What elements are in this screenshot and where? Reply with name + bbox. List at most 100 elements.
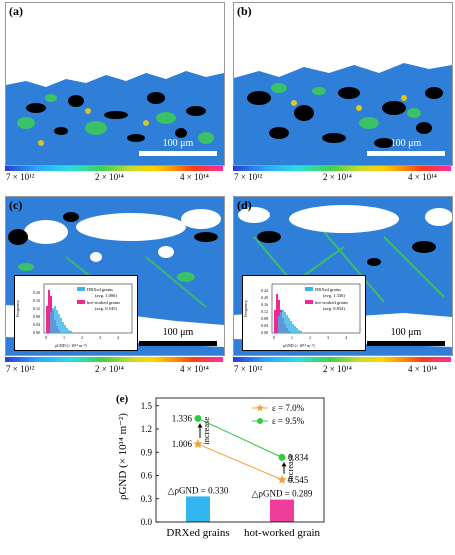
series-1-label-0: 1.336 bbox=[172, 413, 193, 423]
gnd-map-a bbox=[6, 71, 224, 165]
inset-d-bars-drxed bbox=[278, 310, 302, 333]
chart-e-svg: (e) ρGND (× 10¹⁴ m⁻²) 0.0 0.3 0.6 0.9 1.2 1.5… bbox=[116, 393, 325, 539]
scale-text-b: 100 μm bbox=[390, 138, 422, 149]
inset-c-ytick-5: 0.20 bbox=[33, 290, 40, 295]
histogram-inset-d: Frequency 0.00 0.04 0.08 0.12 0.16 0.20 … bbox=[242, 275, 366, 351]
inset-c-ytick-0: 0.00 bbox=[33, 330, 40, 335]
inset-d-ytick-2: 0.08 bbox=[261, 316, 268, 321]
colorbar-bottom-right-max: 4 × 10¹⁴ bbox=[408, 364, 437, 374]
ebsd-map-d: (d) 100 μm Frequency 0.00 0.04 0.08 0.12… bbox=[233, 196, 453, 356]
colorbar-top-right bbox=[233, 166, 451, 171]
inset-c-ytick-4: 0.16 bbox=[33, 298, 40, 303]
scale-text-c: 100 μm bbox=[162, 327, 194, 338]
y-tick-label-0: 0.0 bbox=[141, 517, 153, 527]
bar-label-0: △ρGND = 0.330 bbox=[168, 485, 229, 495]
colorbar-top-left bbox=[5, 166, 223, 171]
series-0-point-1 bbox=[277, 474, 287, 484]
series-1-label-1: 0.834 bbox=[288, 452, 309, 462]
histogram-inset-c: Frequency 0.00 0.04 0.08 0.12 0.16 0.20 … bbox=[14, 275, 138, 351]
inset-d-legend-name-1: hot-worked grains bbox=[315, 300, 348, 305]
series-1-point-1 bbox=[278, 453, 286, 461]
gnd-map-b bbox=[234, 63, 452, 165]
panel-label-e: (e) bbox=[116, 393, 129, 405]
ebsd-map-a: (a) 100 μm bbox=[5, 2, 225, 166]
inset-c-ytick-2: 0.08 bbox=[33, 314, 40, 319]
panel-label-d: (d) bbox=[237, 198, 252, 212]
y-tick-label-1: 0.3 bbox=[141, 494, 153, 504]
inset-d-xtick-3: 3 bbox=[327, 335, 329, 340]
inset-d-ylabel: Frequency bbox=[243, 300, 248, 317]
inset-d-xtick-4: 4 bbox=[345, 335, 347, 340]
ebsd-map-c: (c) 100 μm Frequency 0.00 0.04 0.08 bbox=[5, 196, 225, 356]
inset-c-xtick-1: 1 bbox=[63, 335, 65, 340]
x-category-1: hot-worked grain bbox=[244, 527, 321, 539]
inset-d-ytick-1: 0.04 bbox=[261, 323, 268, 328]
colorbar-top-right-mid: 2 × 10¹⁴ bbox=[323, 172, 352, 182]
bar-label-1: △ρGND = 0.289 bbox=[252, 489, 313, 499]
scale-bar-a bbox=[139, 151, 217, 156]
colorbar-bottom-right bbox=[233, 357, 451, 362]
inset-d-xtick-2: 2 bbox=[309, 335, 311, 340]
colorbar-top-left-min: 7 × 10¹² bbox=[6, 172, 35, 182]
inset-c-xtick-2: 2 bbox=[81, 335, 83, 340]
inset-c-xlabel: ρGND (× 10¹⁴ m⁻²) bbox=[55, 343, 87, 348]
scale-bar-b bbox=[367, 151, 445, 156]
inset-c-ytick-1: 0.04 bbox=[33, 322, 40, 327]
increase-label-1: increase bbox=[285, 454, 295, 482]
colorbar-bottom-left-min: 7 × 10¹² bbox=[6, 364, 35, 374]
chart-e: (e) ρGND (× 10¹⁴ m⁻²) 0.0 0.3 0.6 0.9 1.2 1.5… bbox=[110, 388, 340, 550]
inset-c-legend-avg-1: (avg. 0.545) bbox=[95, 306, 117, 311]
scale-bar-c bbox=[139, 341, 217, 346]
colorbar-bottom-right-min: 7 × 10¹² bbox=[234, 364, 263, 374]
legend-label-1: ε = 9.5% bbox=[272, 416, 305, 426]
increase-arrowhead-1 bbox=[281, 462, 287, 467]
series-1-point-0 bbox=[194, 414, 202, 422]
inset-d-legend-swatch-1 bbox=[305, 300, 313, 304]
inset-c-legend-swatch-0 bbox=[77, 287, 85, 291]
colorbar-top-left-max: 4 × 10¹⁴ bbox=[180, 172, 209, 182]
chart-frame bbox=[155, 397, 325, 523]
inset-c-legend-swatch-1 bbox=[77, 300, 85, 304]
inset-d-xlabel: ρGND (× 10¹⁴ m⁻²) bbox=[283, 343, 315, 348]
inset-c-xtick-0: 0 bbox=[45, 335, 47, 340]
colorbar-bottom-left-max: 4 × 10¹⁴ bbox=[180, 364, 209, 374]
inset-d-ytick-0: 0.00 bbox=[261, 330, 268, 335]
y-tick-label-2: 0.6 bbox=[141, 471, 153, 481]
colorbar-top-right-max: 4 × 10¹⁴ bbox=[408, 172, 437, 182]
series-line-0 bbox=[197, 443, 283, 481]
inset-d-ytick-4: 0.16 bbox=[261, 302, 268, 307]
ebsd-map-b: (b) 100 μm bbox=[233, 2, 453, 166]
colorbar-bottom-left bbox=[5, 357, 223, 362]
y-tick-label-3: 0.9 bbox=[141, 447, 153, 457]
y-tick-label-4: 1.2 bbox=[141, 424, 152, 434]
panel-label-c: (c) bbox=[9, 198, 23, 212]
inset-d-xtick-1: 1 bbox=[291, 335, 293, 340]
inset-d-legend-avg-1: (avg. 0.834) bbox=[323, 306, 345, 311]
series-0-label-0: 1.006 bbox=[172, 439, 193, 449]
inset-d-legend-swatch-0 bbox=[305, 287, 313, 291]
chart-ylabel: ρGND (× 10¹⁴ m⁻²) bbox=[117, 413, 129, 500]
inset-c-ytick-3: 0.12 bbox=[33, 306, 40, 311]
scale-bar-d bbox=[367, 341, 445, 346]
colorbar-top-right-min: 7 × 10¹² bbox=[234, 172, 263, 182]
panel-label-a: (a) bbox=[9, 4, 23, 18]
increase-arrowhead-0 bbox=[197, 423, 203, 428]
series-0-label-1: 0.545 bbox=[288, 475, 309, 485]
histogram-d: Frequency 0.00 0.04 0.08 0.12 0.16 0.20 … bbox=[243, 283, 361, 348]
series-line-1 bbox=[197, 418, 283, 458]
inset-d-ytick-6: 0.24 bbox=[261, 288, 268, 293]
series-0-point-0 bbox=[193, 439, 203, 449]
inset-c-xtick-4: 4 bbox=[117, 335, 119, 340]
legend-marker-1 bbox=[257, 418, 263, 424]
increase-label-0: increase bbox=[201, 417, 211, 445]
inset-c-legend-name-1: hot-worked grains bbox=[87, 300, 120, 305]
y-tick-label-5: 1.5 bbox=[141, 401, 153, 411]
legend-label-0: ε = 7.0% bbox=[272, 403, 305, 413]
legend-marker-0 bbox=[256, 404, 264, 412]
inset-c-legend-avg-0: (avg. 1.006) bbox=[95, 293, 117, 298]
x-category-0: DRXed grains bbox=[166, 527, 229, 539]
inset-d-ytick-3: 0.12 bbox=[261, 309, 268, 314]
colorbar-bottom-left-mid: 2 × 10¹⁴ bbox=[95, 364, 124, 374]
bar-0 bbox=[186, 496, 210, 522]
inset-c-bars-drxed bbox=[50, 306, 72, 333]
